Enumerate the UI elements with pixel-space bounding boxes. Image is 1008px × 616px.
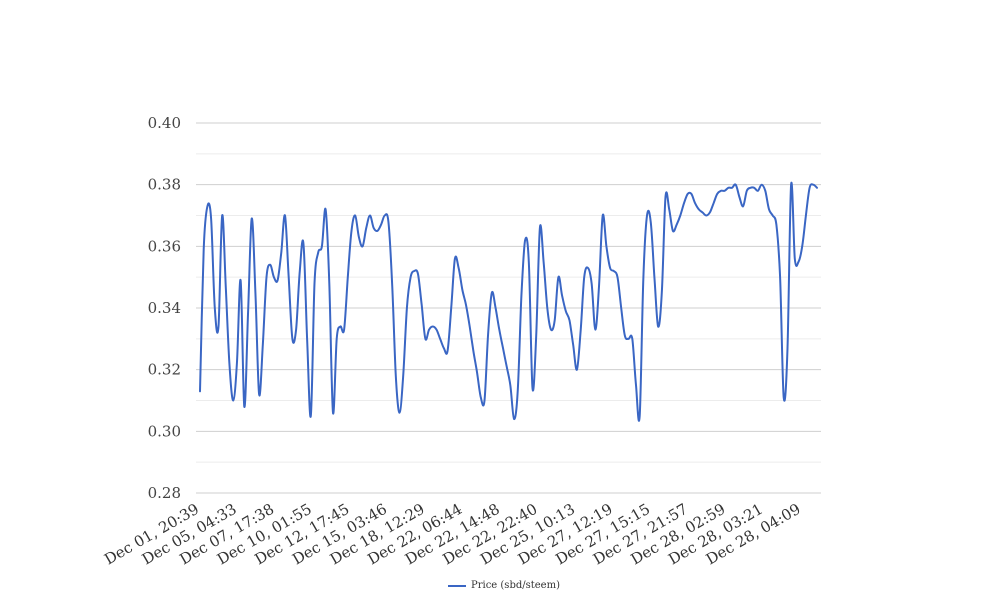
legend-item-price: Price (sbd/steem) [448, 580, 560, 591]
y-tick-label: 0.38 [148, 176, 181, 194]
y-tick-label: 0.40 [148, 114, 181, 132]
series-line-price [199, 181, 818, 422]
legend: Price (sbd/steem) [0, 580, 1008, 591]
y-tick-label: 0.32 [148, 361, 181, 379]
legend-label: Price (sbd/steem) [471, 580, 560, 591]
y-axis-tick-labels: 0.40 0.38 0.36 0.34 0.32 0.30 0.28 [148, 114, 181, 502]
gridlines [196, 122, 821, 494]
y-tick-label: 0.30 [148, 422, 181, 440]
legend-swatch [448, 584, 466, 587]
y-tick-label: 0.28 [148, 484, 181, 502]
y-tick-label: 0.34 [148, 299, 181, 317]
y-tick-label: 0.36 [148, 237, 181, 255]
